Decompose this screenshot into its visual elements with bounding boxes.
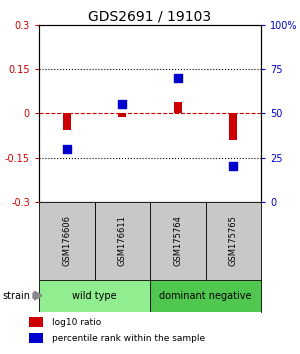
Text: GSM175765: GSM175765 [229, 215, 238, 266]
Point [64, 146, 69, 152]
Text: strain: strain [2, 291, 30, 301]
Bar [39, 202, 94, 280]
Bar [206, 202, 261, 280]
Text: GSM175764: GSM175764 [173, 215, 182, 266]
Bar [63, 113, 71, 130]
Bar [39, 280, 150, 312]
Bar [229, 113, 237, 140]
Point [176, 75, 180, 81]
Text: log10 ratio: log10 ratio [52, 318, 102, 327]
Bar [150, 202, 206, 280]
Title: GDS2691 / 19103: GDS2691 / 19103 [88, 10, 212, 24]
Bar [150, 280, 261, 312]
Text: GSM176611: GSM176611 [118, 215, 127, 266]
Point [120, 102, 125, 107]
Bar [174, 102, 182, 113]
Text: dominant negative: dominant negative [159, 291, 252, 301]
Bar [118, 113, 126, 117]
Bar [29, 333, 43, 343]
Text: percentile rank within the sample: percentile rank within the sample [52, 333, 206, 343]
Bar [94, 202, 150, 280]
Text: wild type: wild type [72, 291, 117, 301]
Point [231, 164, 236, 169]
Bar [29, 317, 43, 327]
Text: GSM176606: GSM176606 [62, 215, 71, 266]
